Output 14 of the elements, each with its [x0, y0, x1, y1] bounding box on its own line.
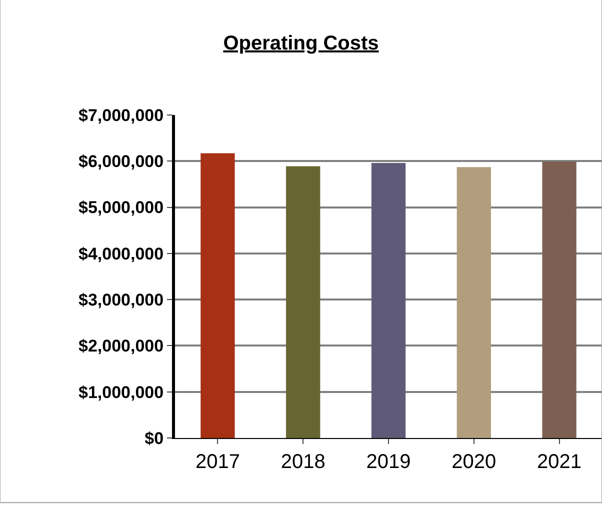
- x-tick-label: 2021: [537, 451, 582, 473]
- y-tick-label: $6,000,000: [78, 152, 164, 172]
- y-tick-label: $1,000,000: [78, 382, 164, 402]
- y-tick-label: $2,000,000: [78, 336, 164, 356]
- x-tick-label: 2018: [280, 451, 326, 473]
- y-tick-label: $0: [144, 428, 164, 448]
- x-tick-label: 2019: [366, 451, 411, 473]
- chart-title: Operating Costs: [223, 32, 379, 54]
- y-tick-label: $4,000,000: [78, 244, 164, 264]
- y-tick-label: $5,000,000: [78, 198, 164, 218]
- y-tick-label: $7,000,000: [78, 106, 164, 125]
- x-tick-label: 2017: [195, 451, 240, 473]
- x-tick-label: 2020: [452, 451, 496, 473]
- y-tick-label: $3,000,000: [78, 290, 164, 310]
